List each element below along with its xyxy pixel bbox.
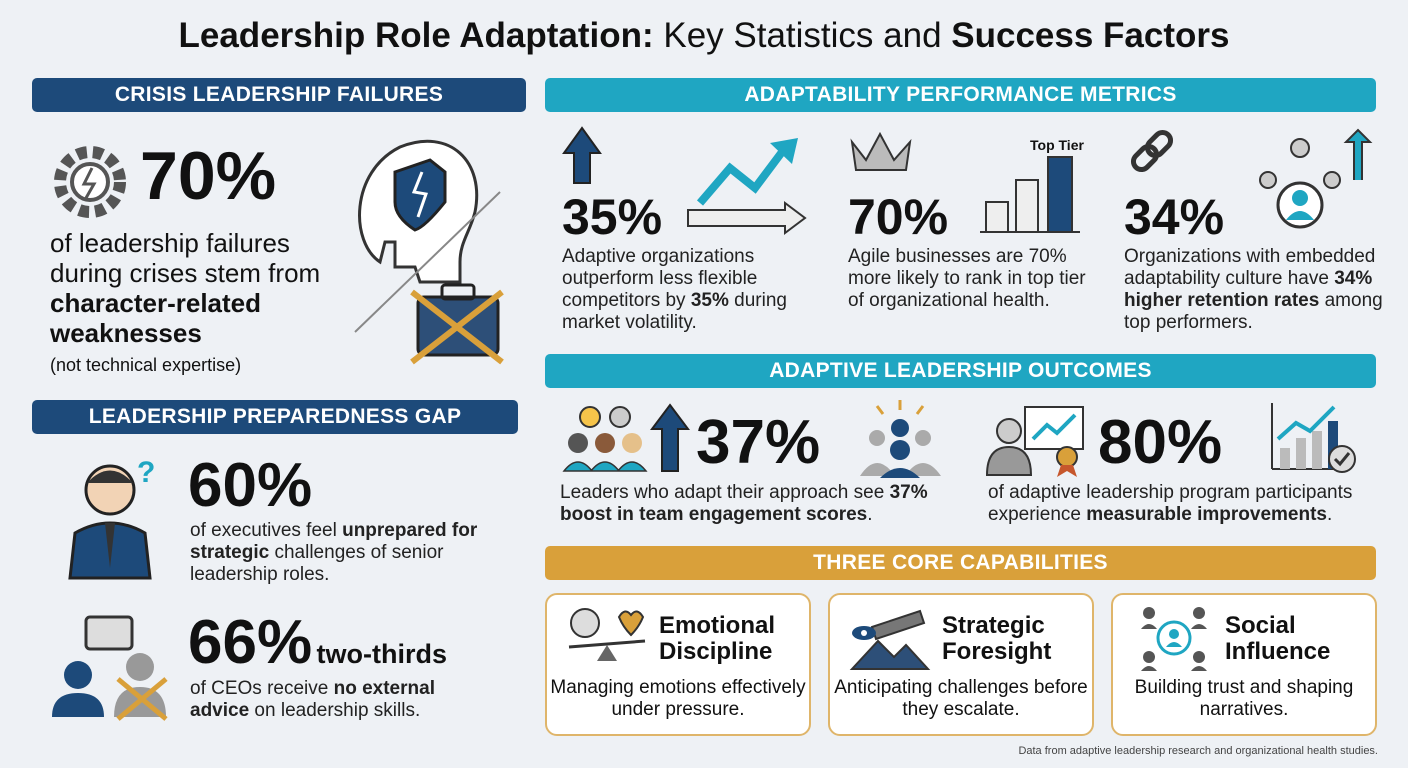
text: of adaptive leadership program participa…: [988, 482, 1353, 525]
capability-card: Emotional Discipline Managing emotions e…: [545, 593, 811, 736]
stat: 37%: [696, 408, 821, 477]
stat: 35%: [562, 189, 663, 245]
stat-description: of CEOs receive no external advice on le…: [190, 678, 480, 722]
head-icon: [354, 139, 504, 365]
capability-card: Strategic Foresight Anticipating challen…: [828, 593, 1094, 736]
stat-description: Leaders who adapt their approach see 37%…: [560, 482, 960, 526]
page-title: Leadership Role Adaptation: Key Statisti…: [0, 16, 1408, 56]
text: during market volatility.: [562, 290, 787, 333]
bold-text: Leadership Role Adaptation:: [178, 16, 654, 55]
bold-text: no external advice: [190, 678, 435, 721]
stat: 70%: [140, 138, 277, 214]
section-header: LEADERSHIP PREPAREDNESS GAP: [32, 400, 518, 434]
text: Adaptive organizations outperform less f…: [562, 246, 758, 311]
bold-text: Success Factors: [951, 16, 1230, 55]
engaged-team-icon: [860, 400, 941, 478]
section-header: CRISIS LEADERSHIP FAILURES: [32, 78, 526, 112]
text: of CEOs receive: [190, 678, 334, 699]
text: on leadership skills.: [249, 700, 421, 721]
stat: 80%: [1098, 408, 1223, 477]
stat: 70%: [848, 189, 949, 245]
gear-icon: [54, 146, 126, 218]
telescope-icon: [849, 609, 931, 670]
text: of executives feel: [190, 520, 343, 541]
text: Key Statistics and: [653, 16, 952, 55]
section-header: THREE CORE CAPABILITIES: [545, 546, 1376, 580]
capability-card: Social Influence Building trust and shap…: [1111, 593, 1377, 736]
growth-icon: [562, 126, 807, 235]
capability-description: Anticipating challenges before they esca…: [834, 677, 1088, 720]
text: Leaders who adapt their approach see: [560, 482, 890, 503]
capability-title: Strategic Foresight: [942, 612, 1052, 665]
bold-text: 35%: [690, 290, 729, 311]
stat-description: of executives feel unprepared for strate…: [190, 520, 490, 586]
stat: 34%: [1124, 189, 1225, 245]
stat-note: two-thirds: [316, 639, 448, 669]
text: Agile businesses are 70% more likely to …: [848, 246, 1086, 311]
stat: 60%: [188, 451, 313, 520]
text: of leadership failures during crises ste…: [50, 228, 321, 288]
capability-description: Building trust and shaping narratives.: [1134, 677, 1354, 720]
note: (not technical expertise): [50, 355, 242, 375]
executive-icon: ?: [68, 456, 155, 580]
footer-note: Data from adaptive leadership research a…: [1018, 745, 1378, 757]
text: Organizations with embedded adaptability…: [1124, 246, 1376, 289]
stat-description: Agile businesses are 70% more likely to …: [848, 246, 1098, 312]
section-header: ADAPTIVE LEADERSHIP OUTCOMES: [545, 354, 1376, 388]
section-header: ADAPTABILITY PERFORMANCE METRICS: [545, 78, 1376, 112]
team-icon: [562, 403, 690, 472]
stat-description: of adaptive leadership program participa…: [988, 482, 1378, 526]
bold-text: character-related weaknesses: [50, 288, 261, 348]
network-icon: [1141, 607, 1207, 671]
capability-title: Emotional Discipline: [659, 612, 776, 665]
stat-description: Organizations with embedded adaptability…: [1124, 246, 1384, 334]
crown-chart-icon: [850, 131, 1080, 233]
capability-description: Managing emotions effectively under pres…: [550, 677, 806, 720]
advice-icon: [52, 615, 168, 721]
text: challenges of senior leadership roles.: [190, 542, 444, 585]
svg-text:?: ?: [137, 456, 155, 489]
bold-text: 34% higher retention rates: [1124, 268, 1373, 311]
stat-description: Adaptive organizations outperform less f…: [562, 246, 812, 334]
capability-title: Social Influence: [1225, 612, 1331, 665]
bold-text: measurable improvements: [1086, 504, 1327, 525]
stat-description: of leadership failures during crises ste…: [50, 228, 365, 348]
presenter-icon: [985, 406, 1084, 477]
chart-label: Top Tier: [1030, 137, 1084, 153]
stat: 66%: [188, 608, 313, 677]
text: .: [867, 504, 873, 525]
bold-text: unprepared for strategic: [190, 520, 478, 563]
bold-text: 37% boost in team engagement scores: [560, 482, 928, 525]
text: .: [1327, 504, 1333, 525]
text: among top performers.: [1124, 290, 1383, 333]
improvement-chart-icon: [1271, 403, 1356, 473]
balance-icon: [568, 608, 646, 661]
retention-icon: [1130, 128, 1373, 229]
